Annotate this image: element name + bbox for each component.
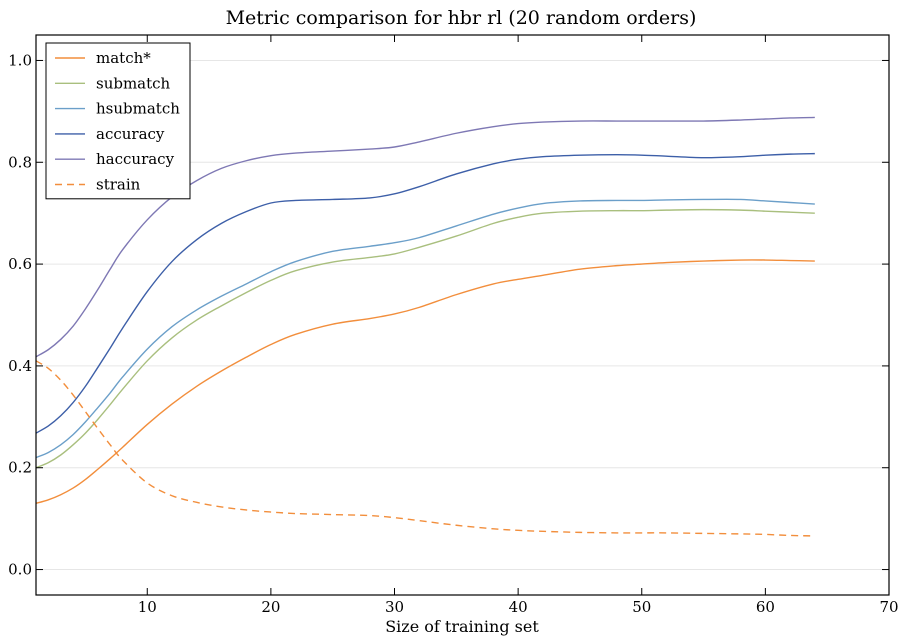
legend-label-strain: strain (96, 176, 141, 194)
y-tick-label: 0.6 (8, 255, 32, 273)
series-line-match (35, 259, 815, 505)
legend: match* submatch hsubmatch accuracy haccuracy… (45, 42, 191, 200)
x-tick-label: 10 (138, 598, 157, 616)
series-line-strain (35, 360, 815, 537)
series-line-accuracy (35, 152, 815, 434)
legend-label-haccuracy: haccuracy (96, 150, 175, 168)
y-tick-label: 0.8 (8, 153, 32, 171)
legend-label-accuracy: accuracy (96, 125, 165, 143)
legend-label-submatch: submatch (96, 74, 171, 92)
series-line-hsubmatch (35, 198, 815, 459)
series-line-submatch (35, 208, 815, 469)
x-tick-label: 40 (509, 598, 528, 616)
x-tick-label: 60 (756, 598, 775, 616)
y-tick-label: 0.4 (8, 357, 32, 375)
x-tick-label: 30 (385, 598, 404, 616)
plot-frame (35, 34, 890, 596)
y-tick-label: 1.0 (8, 51, 32, 69)
y-tick-label: 0.0 (8, 561, 32, 579)
series-layer (35, 116, 815, 537)
x-axis-label: Size of training set (385, 617, 539, 636)
chart-title: Metric comparison for hbr rl (20 random … (226, 7, 697, 29)
x-tick-label: 70 (879, 598, 898, 616)
tick-layer: 10 20 30 40 50 60 70 0.0 0.2 0.4 0.6 0.8 1.0 (8, 35, 899, 616)
x-tick-label: 50 (632, 598, 651, 616)
series-line-haccuracy (35, 116, 815, 358)
legend-label-hsubmatch: hsubmatch (96, 100, 180, 118)
y-tick-label: 0.2 (8, 459, 32, 477)
x-tick-label: 20 (261, 598, 280, 616)
legend-label-match: match* (96, 49, 151, 67)
legend-box (45, 42, 191, 200)
